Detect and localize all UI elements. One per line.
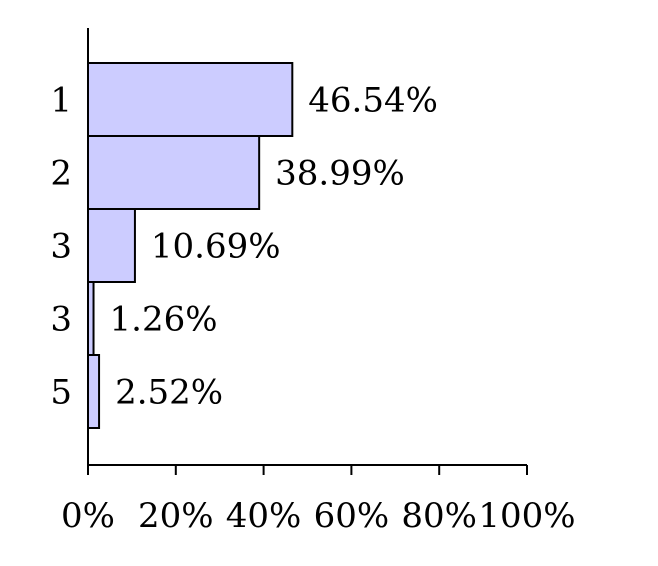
value-label-5: 2.52% [115,373,223,413]
bar-3 [87,208,136,283]
bar-2 [87,135,261,210]
x-tick-label-0: 0% [61,496,115,536]
bar-1 [87,62,294,137]
x-tick-label-5: 100% [478,496,575,536]
value-label-3: 10.69% [151,227,281,267]
x-tick-label-4: 80% [401,496,477,536]
x-ticks-layer: 0% 20% 40% 60% 80% 100% [61,465,576,536]
x-tick-label-1: 20% [138,496,214,536]
x-tick-label-2: 40% [226,496,302,536]
value-label-4: 1.26% [110,300,218,340]
bar-5 [87,354,101,429]
value-label-1: 46.54% [308,81,438,121]
category-labels-layer: 1 2 3 3 5 [50,81,72,413]
category-label-1: 1 [50,81,72,121]
category-label-2: 2 [50,154,72,194]
category-label-4: 3 [50,300,72,340]
x-tick-label-3: 60% [314,496,390,536]
category-label-3: 3 [50,227,72,267]
bars-layer [87,62,294,429]
value-label-2: 38.99% [275,154,405,194]
category-label-5: 5 [50,373,72,413]
value-labels-layer: 46.54% 38.99% 10.69% 1.26% 2.52% [110,81,438,413]
